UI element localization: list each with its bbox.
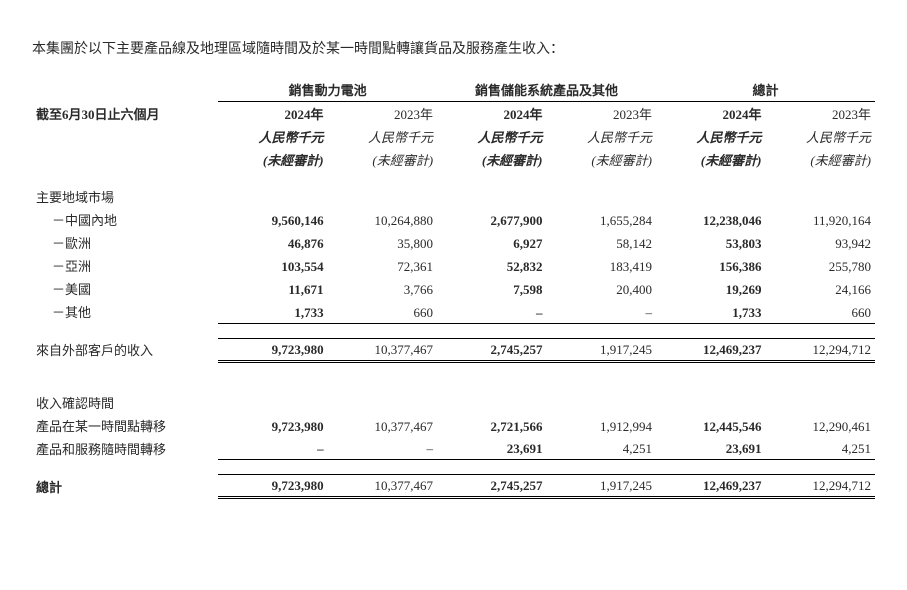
cell: 10,264,880 [328,208,437,231]
cell: 12,294,712 [765,475,875,498]
cell: 10,377,467 [328,414,437,437]
audit-c1: (未經審計) [656,148,765,171]
cell: 10,377,467 [328,475,437,498]
table-row: －美國 11,671 3,766 7,598 20,400 19,269 24,… [32,277,875,300]
revenue-table: 銷售動力電池 銷售儲能系統產品及其他 總計 截至6月30日止六個月 2024年 … [32,78,875,499]
cell: 4,251 [547,437,656,460]
row-label: 來自外部客戶的收入 [32,338,218,361]
cell: 2,721,566 [437,414,546,437]
audit-a2: (未經審計) [328,148,437,171]
cell: 10,377,467 [328,338,437,361]
cell: 9,723,980 [218,414,327,437]
cell: 1,917,245 [547,475,656,498]
year-2023-c: 2023年 [765,102,875,126]
cell: 4,251 [765,437,875,460]
cell: – [437,300,546,323]
cell: – [328,437,437,460]
cell: 12,294,712 [765,338,875,361]
cell: 93,942 [765,231,875,254]
geo-header: 主要地域市場 [32,185,218,208]
row-label: －亞洲 [32,254,218,277]
cell: 9,723,980 [218,475,327,498]
cell: 1,655,284 [547,208,656,231]
col-group-2: 銷售儲能系統產品及其他 [437,78,656,102]
year-2023-b: 2023年 [547,102,656,126]
cell: 9,560,146 [218,208,327,231]
table-row: －其他 1,733 660 – – 1,733 660 [32,300,875,323]
cell: 7,598 [437,277,546,300]
year-2024-b: 2024年 [437,102,546,126]
unit-a1: 人民幣千元 [218,125,327,148]
unit-c2: 人民幣千元 [765,125,875,148]
cell: 19,269 [656,277,765,300]
year-2024-a: 2024年 [218,102,327,126]
timing-header: 收入確認時間 [32,391,218,414]
unit-c1: 人民幣千元 [656,125,765,148]
table-row: －中國內地 9,560,146 10,264,880 2,677,900 1,6… [32,208,875,231]
cell: 6,927 [437,231,546,254]
cell: 58,142 [547,231,656,254]
total-row: 總計 9,723,980 10,377,467 2,745,257 1,917,… [32,475,875,498]
cell: 11,671 [218,277,327,300]
row-label: －中國內地 [32,208,218,231]
cell: 12,469,237 [656,338,765,361]
cell: 660 [765,300,875,323]
cell: 46,876 [218,231,327,254]
cell: 52,832 [437,254,546,277]
cell: – [218,437,327,460]
row-label: －美國 [32,277,218,300]
cell: 1,733 [656,300,765,323]
cell: 183,419 [547,254,656,277]
cell: 156,386 [656,254,765,277]
row-label: －歐洲 [32,231,218,254]
audit-b2: (未經審計) [547,148,656,171]
audit-c2: (未經審計) [765,148,875,171]
unit-a2: 人民幣千元 [328,125,437,148]
cell: 11,920,164 [765,208,875,231]
col-group-1: 銷售動力電池 [218,78,437,102]
audit-a1: (未經審計) [218,148,327,171]
table-row: 產品和服務隨時間轉移 – – 23,691 4,251 23,691 4,251 [32,437,875,460]
cell: – [547,300,656,323]
intro-text: 本集團於以下主要產品線及地理區域隨時間及於某一時間點轉讓貨品及服務產生收入： [32,38,875,58]
cell: 12,290,461 [765,414,875,437]
external-revenue-row: 來自外部客戶的收入 9,723,980 10,377,467 2,745,257… [32,338,875,361]
cell: 24,166 [765,277,875,300]
year-2024-c: 2024年 [656,102,765,126]
row-label: －其他 [32,300,218,323]
cell: 2,745,257 [437,338,546,361]
row-label: 產品在某一時間點轉移 [32,414,218,437]
cell: 1,917,245 [547,338,656,361]
cell: 103,554 [218,254,327,277]
cell: 23,691 [437,437,546,460]
cell: 23,691 [656,437,765,460]
year-2023-a: 2023年 [328,102,437,126]
table-row: －歐洲 46,876 35,800 6,927 58,142 53,803 93… [32,231,875,254]
cell: 255,780 [765,254,875,277]
cell: 9,723,980 [218,338,327,361]
row-label: 產品和服務隨時間轉移 [32,437,218,460]
cell: 12,445,546 [656,414,765,437]
cell: 2,677,900 [437,208,546,231]
cell: 20,400 [547,277,656,300]
cell: 2,745,257 [437,475,546,498]
cell: 12,238,046 [656,208,765,231]
cell: 12,469,237 [656,475,765,498]
audit-b1: (未經審計) [437,148,546,171]
cell: 35,800 [328,231,437,254]
cell: 72,361 [328,254,437,277]
cell: 3,766 [328,277,437,300]
col-group-3: 總計 [656,78,875,102]
table-row: 產品在某一時間點轉移 9,723,980 10,377,467 2,721,56… [32,414,875,437]
cell: 660 [328,300,437,323]
row-label: 總計 [32,475,218,498]
cell: 1,912,994 [547,414,656,437]
cell: 1,733 [218,300,327,323]
cell: 53,803 [656,231,765,254]
table-row: －亞洲 103,554 72,361 52,832 183,419 156,38… [32,254,875,277]
unit-b2: 人民幣千元 [547,125,656,148]
period-label: 截至6月30日止六個月 [32,102,218,126]
unit-b1: 人民幣千元 [437,125,546,148]
